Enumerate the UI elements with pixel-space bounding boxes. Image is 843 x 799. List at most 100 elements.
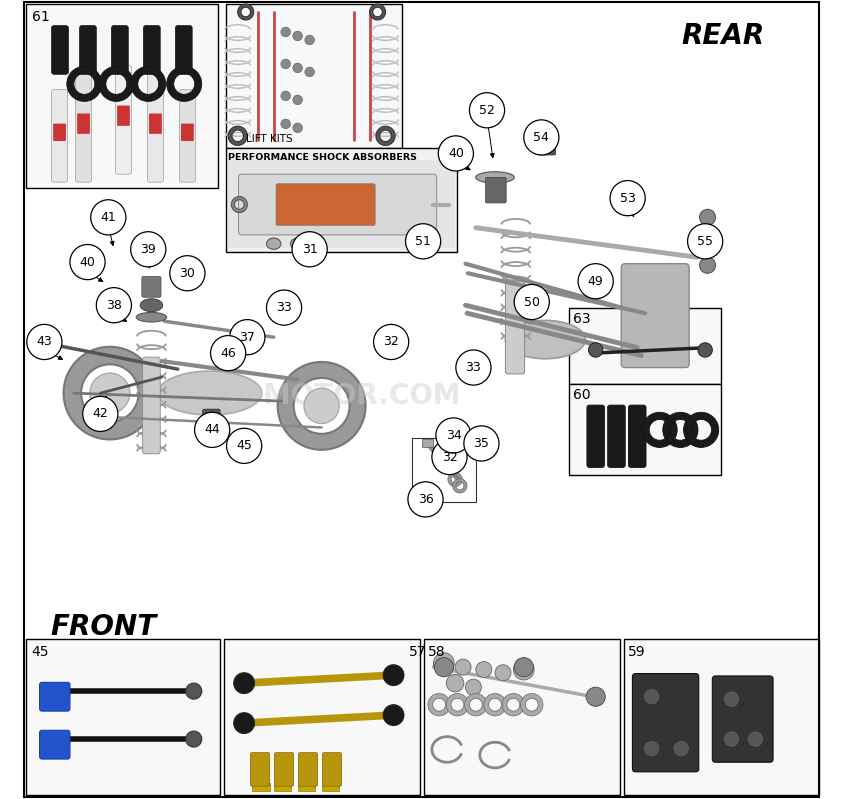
Circle shape bbox=[433, 653, 454, 674]
FancyBboxPatch shape bbox=[142, 276, 161, 297]
Ellipse shape bbox=[291, 238, 305, 249]
FancyBboxPatch shape bbox=[322, 753, 341, 786]
Circle shape bbox=[195, 412, 230, 447]
Circle shape bbox=[281, 59, 291, 69]
Circle shape bbox=[230, 320, 265, 355]
Circle shape bbox=[674, 741, 689, 756]
Bar bbox=[26, 639, 220, 795]
Circle shape bbox=[83, 396, 118, 431]
Text: 61: 61 bbox=[32, 10, 50, 24]
FancyBboxPatch shape bbox=[79, 26, 96, 74]
FancyBboxPatch shape bbox=[175, 26, 192, 74]
FancyBboxPatch shape bbox=[40, 682, 70, 711]
Circle shape bbox=[475, 662, 491, 678]
Text: 50: 50 bbox=[524, 296, 540, 308]
FancyBboxPatch shape bbox=[77, 113, 90, 133]
Circle shape bbox=[724, 732, 738, 746]
Bar bbox=[274, 783, 292, 791]
FancyBboxPatch shape bbox=[608, 405, 626, 467]
Bar bbox=[252, 783, 270, 791]
FancyBboxPatch shape bbox=[276, 184, 375, 225]
Circle shape bbox=[234, 673, 255, 694]
Circle shape bbox=[227, 428, 261, 463]
Text: 40: 40 bbox=[448, 147, 464, 160]
Circle shape bbox=[698, 343, 712, 357]
Text: 36: 36 bbox=[417, 493, 433, 506]
Circle shape bbox=[293, 123, 303, 133]
FancyBboxPatch shape bbox=[148, 74, 164, 182]
Text: 35: 35 bbox=[474, 437, 490, 450]
Circle shape bbox=[91, 200, 126, 235]
Circle shape bbox=[456, 350, 491, 385]
Circle shape bbox=[465, 679, 481, 695]
FancyBboxPatch shape bbox=[180, 89, 196, 182]
Circle shape bbox=[578, 264, 613, 299]
Bar bbox=[228, 160, 455, 248]
Circle shape bbox=[455, 659, 471, 675]
Circle shape bbox=[211, 336, 245, 371]
Circle shape bbox=[373, 324, 409, 360]
FancyBboxPatch shape bbox=[176, 262, 194, 283]
Circle shape bbox=[405, 224, 441, 259]
Bar bbox=[26, 188, 725, 631]
Text: 45: 45 bbox=[236, 439, 252, 452]
FancyBboxPatch shape bbox=[53, 124, 66, 141]
FancyBboxPatch shape bbox=[298, 753, 318, 786]
Text: FRONT: FRONT bbox=[50, 613, 156, 642]
Circle shape bbox=[305, 35, 314, 45]
Bar bbox=[569, 308, 721, 384]
FancyBboxPatch shape bbox=[239, 174, 437, 235]
Ellipse shape bbox=[137, 312, 167, 322]
Circle shape bbox=[434, 658, 454, 677]
Circle shape bbox=[292, 232, 327, 267]
Circle shape bbox=[524, 120, 559, 155]
Text: 37: 37 bbox=[239, 331, 255, 344]
FancyBboxPatch shape bbox=[202, 409, 220, 427]
Circle shape bbox=[644, 741, 658, 756]
Circle shape bbox=[293, 63, 303, 73]
Circle shape bbox=[586, 687, 605, 706]
Circle shape bbox=[724, 692, 738, 706]
Text: 42: 42 bbox=[93, 407, 108, 420]
Circle shape bbox=[749, 732, 763, 746]
Text: 34: 34 bbox=[446, 429, 461, 442]
FancyBboxPatch shape bbox=[51, 26, 68, 74]
Text: 52: 52 bbox=[479, 104, 495, 117]
Text: 63: 63 bbox=[573, 312, 591, 326]
Circle shape bbox=[384, 665, 404, 686]
Text: 54: 54 bbox=[534, 131, 550, 144]
Circle shape bbox=[281, 119, 291, 129]
Bar bbox=[298, 783, 315, 791]
Text: 60: 60 bbox=[573, 388, 591, 402]
FancyBboxPatch shape bbox=[111, 26, 128, 74]
Text: 49: 49 bbox=[588, 275, 604, 288]
Bar bbox=[569, 384, 721, 475]
Bar bbox=[624, 639, 819, 795]
Circle shape bbox=[610, 181, 645, 216]
FancyBboxPatch shape bbox=[143, 26, 160, 74]
Text: 43: 43 bbox=[36, 336, 52, 348]
Circle shape bbox=[304, 388, 339, 423]
FancyBboxPatch shape bbox=[621, 264, 690, 368]
Text: 44: 44 bbox=[204, 423, 220, 436]
Text: 32: 32 bbox=[384, 336, 399, 348]
Text: 41: 41 bbox=[100, 211, 116, 224]
Circle shape bbox=[588, 343, 603, 357]
FancyBboxPatch shape bbox=[632, 674, 699, 772]
Bar bbox=[226, 4, 401, 148]
Circle shape bbox=[70, 244, 105, 280]
Text: 33: 33 bbox=[465, 361, 481, 374]
FancyBboxPatch shape bbox=[628, 405, 646, 467]
FancyBboxPatch shape bbox=[117, 105, 130, 125]
Circle shape bbox=[464, 426, 499, 461]
FancyBboxPatch shape bbox=[142, 357, 160, 454]
Circle shape bbox=[281, 91, 291, 101]
FancyBboxPatch shape bbox=[538, 137, 556, 155]
Circle shape bbox=[96, 288, 132, 323]
Ellipse shape bbox=[266, 238, 281, 249]
Text: 40: 40 bbox=[79, 256, 95, 268]
Circle shape bbox=[688, 224, 722, 259]
Circle shape bbox=[438, 136, 474, 171]
Text: 53: 53 bbox=[620, 192, 636, 205]
Text: 38: 38 bbox=[106, 299, 122, 312]
